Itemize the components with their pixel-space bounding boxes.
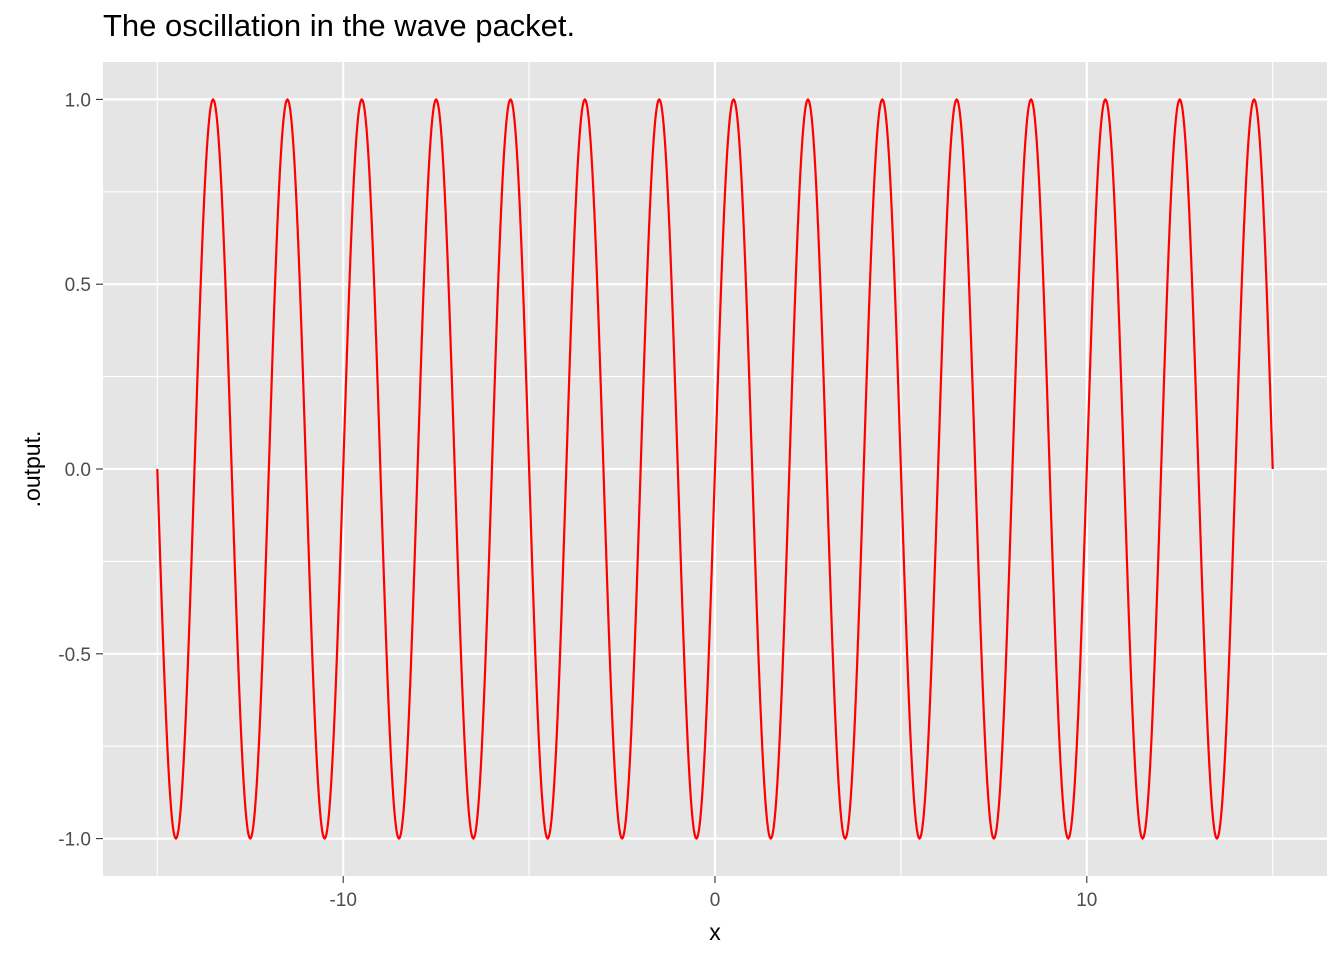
series-line <box>156 98 1274 840</box>
chart-title: The oscillation in the wave packet. <box>103 8 576 43</box>
y-tick-label: -1.0 <box>58 830 91 851</box>
x-axis-title: x <box>709 919 721 945</box>
x-tick-label: -10 <box>329 890 356 911</box>
x-tick-label: 10 <box>1076 890 1097 911</box>
series-layer <box>156 98 1274 840</box>
y-axis: -1.0 -0.5 0.0 0.5 1.0 <box>58 90 103 851</box>
y-tick-label: 0.5 <box>65 275 91 296</box>
x-axis: -10 0 10 <box>329 876 1097 911</box>
y-axis-title: .output. <box>19 431 45 508</box>
x-tick-label: 0 <box>710 890 721 911</box>
y-tick-label: 0.0 <box>65 460 91 481</box>
y-tick-label: -0.5 <box>58 645 91 666</box>
y-tick-label: 1.0 <box>65 90 91 111</box>
